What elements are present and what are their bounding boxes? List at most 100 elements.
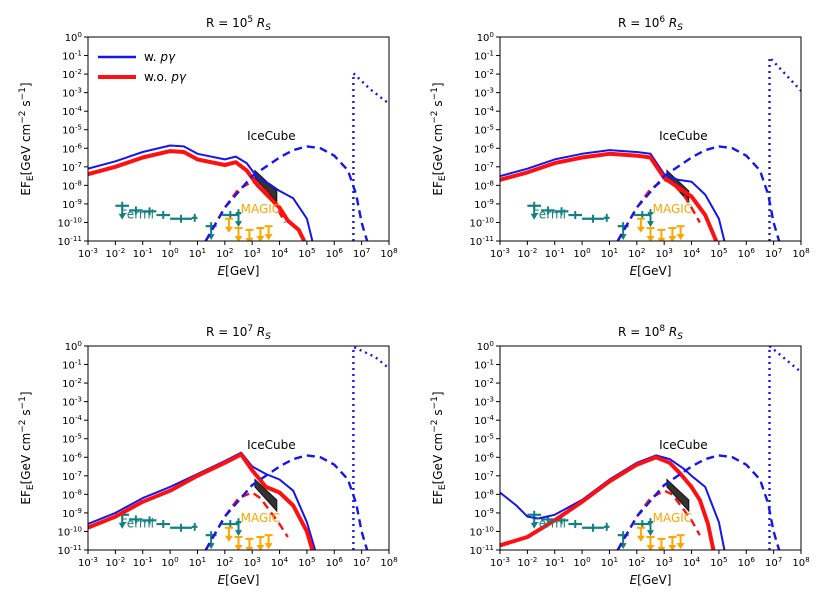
y-tick-label: 10-11 [58,234,82,248]
panel-title: R = 108 RS [618,324,683,342]
series-line [88,144,314,241]
y-tick-label: 10-8 [62,178,82,192]
y-tick-label: 10-2 [62,67,82,81]
fermi-label: Fermi [533,208,566,222]
magic-arrow [256,545,265,550]
x-tick-label: 106 [326,246,344,260]
magic-arrow [636,535,645,542]
fermi-ul-arrow [235,221,242,228]
y-tick-label: 10-10 [470,524,495,538]
axes-frame [87,345,390,551]
y-tick-label: 10-9 [62,506,82,520]
magic-arrow [657,546,666,550]
series-line [88,451,317,550]
magic-arrow [245,237,254,241]
y-axis-label: EFE[GeV cm−2 s−1] [18,391,36,504]
icecube-label: IceCube [247,129,296,143]
y-tick-label: 10-9 [474,197,494,211]
magic-arrow [646,545,655,550]
fermi-ul-arrow [647,221,654,228]
x-tick-label: 108 [380,246,398,260]
x-tick-label: 107 [353,246,370,260]
y-tick-label: 10-4 [62,104,82,118]
y-tick-label: 10-6 [62,141,82,155]
x-tick-label: 100 [573,246,591,260]
x-tick-label: 101 [601,555,618,569]
magic-arrow [234,545,243,550]
y-tick-label: 10-10 [470,215,495,229]
magic-arrow [264,234,273,241]
icecube-label: IceCube [659,438,708,452]
y-tick-label: 10-6 [474,141,494,155]
series-line [500,454,726,550]
panel-title: R = 105 RS [206,15,271,33]
magic-arrow [224,535,233,542]
series-line [88,452,315,550]
y-tick-label: 10-5 [62,123,82,137]
x-axis-label: E[GeV] [218,573,260,587]
y-tick-label: 10-9 [62,197,82,211]
x-tick-label: 10-1 [545,555,565,569]
x-tick-label: 102 [628,246,645,260]
x-tick-label: 105 [710,555,727,569]
x-axis-label: E[GeV] [630,264,672,278]
x-tick-label: 10-2 [105,246,125,260]
y-axis-label: EFE[GeV cm−2 s−1] [430,391,448,504]
fermi-label: Fermi [533,517,566,531]
y-tick-label: 100 [477,339,495,353]
y-tick-label: 10-1 [474,358,494,372]
magic-arrow [636,226,645,233]
x-tick-label: 102 [216,555,233,569]
series-line [88,149,306,241]
x-tick-label: 103 [244,246,261,260]
panel-title: R = 107 RS [206,324,271,342]
fermi-ul-arrow [118,522,126,529]
x-tick-label: 104 [271,246,289,260]
y-axis-label: EFE[GeV cm−2 s−1] [18,82,36,195]
plot-area [500,346,801,550]
y-tick-label: 10-3 [62,86,82,100]
series-line [768,56,801,241]
y-tick-label: 10-5 [62,432,82,446]
x-tick-label: 108 [380,555,398,569]
x-tick-label: 10-1 [545,246,565,260]
fermi-ul-arrow [235,530,242,537]
x-tick-label: 104 [683,555,701,569]
y-tick-label: 100 [65,339,83,353]
series-line [204,454,369,550]
fermi-ul-arrow [647,530,654,537]
x-tick-label: 10-3 [78,555,98,569]
axes-frame [87,36,390,242]
axes-frame [499,345,802,551]
icecube-band [666,478,690,513]
x-tick-label: 10-1 [133,246,153,260]
y-tick-label: 10-10 [58,524,83,538]
x-tick-label: 10-3 [490,555,510,569]
x-axis-label: E[GeV] [630,573,672,587]
x-tick-label: 106 [738,246,756,260]
y-tick-label: 100 [65,30,83,44]
y-tick-label: 10-5 [474,123,494,137]
magic-arrow [256,236,265,241]
magic-arrow [668,545,677,550]
y-tick-label: 10-7 [62,160,82,174]
x-axis-label: E[GeV] [218,264,260,278]
x-tick-label: 10-3 [78,246,98,260]
x-tick-label: 102 [216,246,233,260]
x-tick-label: 107 [353,555,370,569]
y-tick-label: 10-3 [62,395,82,409]
x-tick-label: 10-2 [517,555,537,569]
y-tick-label: 10-5 [474,432,494,446]
x-tick-label: 101 [189,246,206,260]
x-tick-label: 102 [628,555,645,569]
x-tick-label: 103 [244,555,261,569]
x-tick-label: 10-2 [517,246,537,260]
x-tick-label: 108 [792,555,810,569]
y-tick-label: 10-9 [474,506,494,520]
y-tick-label: 10-3 [474,86,494,100]
magic-label: MAGIC [241,202,281,216]
x-tick-label: 10-3 [490,246,510,260]
